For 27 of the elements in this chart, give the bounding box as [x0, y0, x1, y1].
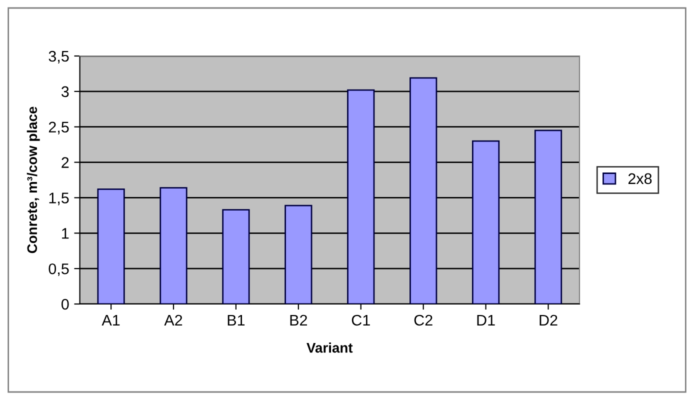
bar — [534, 130, 562, 304]
y-tick-label: 3 — [61, 86, 69, 98]
x-tick-label: C1 — [352, 314, 370, 326]
y-tick-label: 1,5 — [49, 192, 69, 206]
y-tick-label: 0,5 — [48, 263, 69, 276]
y-tick-label: 3,5 — [48, 50, 69, 64]
y-tick-label: 1 — [62, 228, 69, 239]
x-tick-label: D1 — [477, 314, 495, 326]
y-tick-label: 2,5 — [48, 122, 69, 134]
x-tick-label: A1 — [102, 314, 120, 326]
y-axis-title: Conrete, m³/cow place — [26, 106, 40, 254]
x-tick-label: C2 — [414, 314, 432, 326]
x-tick-label: D2 — [540, 314, 558, 326]
legend-label: 2x8 — [628, 173, 652, 184]
bar — [410, 77, 438, 304]
x-tick-label: A2 — [164, 314, 182, 326]
x-tick-label: B2 — [290, 314, 307, 326]
bar — [222, 209, 250, 304]
x-tick-label: B1 — [228, 314, 245, 326]
y-tick-label: 2 — [62, 157, 69, 168]
bar — [472, 140, 500, 304]
y-tick-label: 0 — [61, 298, 69, 310]
bar — [284, 204, 312, 304]
bar — [160, 187, 188, 304]
bar — [97, 188, 125, 304]
x-axis-title: Variant — [306, 342, 353, 353]
bar — [347, 89, 375, 304]
